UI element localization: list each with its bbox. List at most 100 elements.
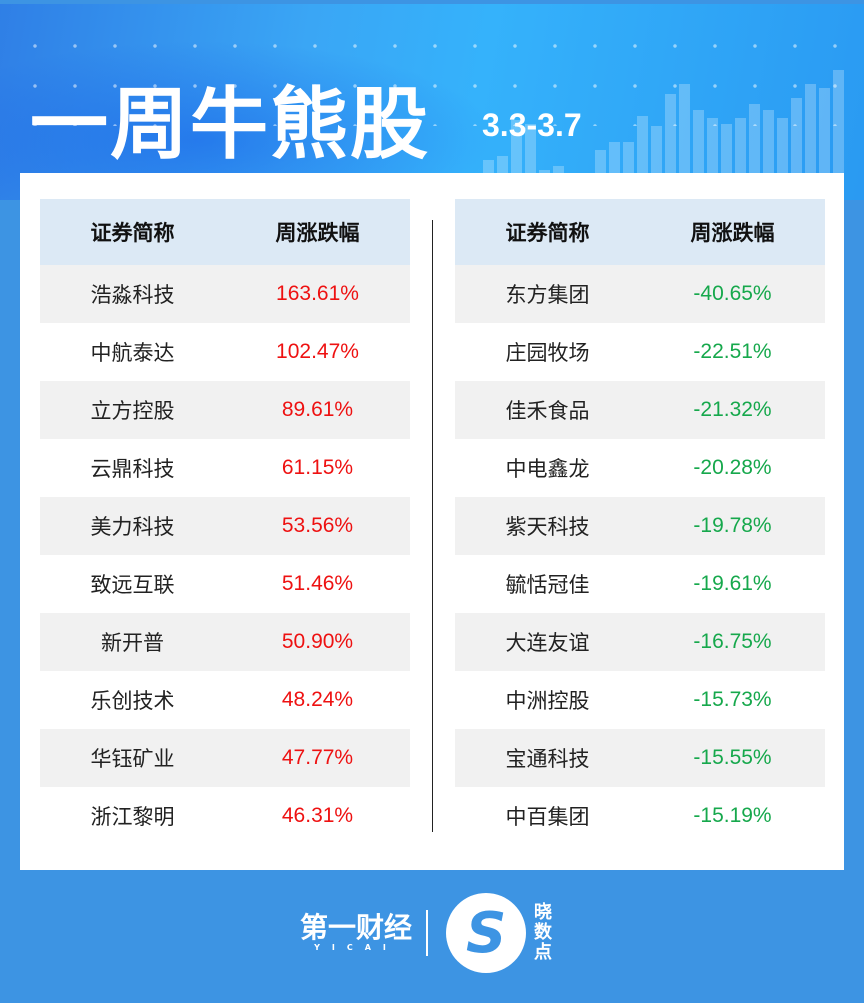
- brand-en: YICAI: [314, 943, 398, 952]
- weekly-change: 47.77%: [281, 746, 354, 769]
- stock-name: 东方集团: [505, 283, 590, 307]
- decor-bar: [595, 150, 606, 180]
- yicai-logo: 第一财经 YICAI: [300, 914, 412, 952]
- weekly-change: 53.56%: [281, 514, 354, 537]
- decor-bar: [609, 142, 620, 180]
- decor-bar: [833, 70, 844, 180]
- dot-pattern: [15, 26, 855, 126]
- decor-bar: [791, 98, 802, 180]
- column-change: 周涨跌幅: [690, 222, 775, 245]
- decor-bar: [763, 110, 774, 180]
- stock-name: 大连友谊: [505, 631, 590, 655]
- weekly-change: -15.55%: [693, 746, 772, 769]
- table-row: 华钰矿业 47.77%: [40, 729, 410, 787]
- weekly-change: -21.32%: [693, 398, 772, 421]
- table-row: 中洲控股 -15.73%: [455, 671, 825, 729]
- table-row: 宝通科技 -15.55%: [455, 729, 825, 787]
- table-header: 证券简称 周涨跌幅: [40, 199, 410, 265]
- divider: [432, 220, 433, 832]
- weekly-change: 48.24%: [281, 688, 354, 711]
- weekly-change: 89.61%: [281, 398, 354, 421]
- column-name: 证券简称: [90, 221, 175, 245]
- top-bar: [0, 0, 864, 4]
- table-row: 中百集团 -15.19%: [455, 787, 825, 845]
- stock-name: 佳禾食品: [505, 399, 590, 423]
- table-row: 乐创技术 48.24%: [40, 671, 410, 729]
- decor-bar: [679, 84, 690, 180]
- decor-bar: [665, 94, 676, 180]
- stock-name: 乐创技术: [90, 689, 175, 713]
- column-name: 证券简称: [505, 221, 590, 245]
- decor-bar: [511, 120, 522, 180]
- weekly-change: -40.65%: [693, 282, 772, 305]
- footer: 第一财经 YICAI S 晓数点: [300, 888, 554, 978]
- header-banner: 一周牛熊股 3.3-3.7: [0, 0, 864, 200]
- stock-name: 新开普: [101, 631, 164, 655]
- table-row: 新开普 50.90%: [40, 613, 410, 671]
- page-title: 一周牛熊股: [30, 80, 431, 170]
- weekly-change: 102.47%: [276, 340, 359, 363]
- stock-name: 致远互联: [90, 573, 175, 597]
- stock-name: 中航泰达: [90, 341, 175, 365]
- sub-brand: 晓数点: [534, 902, 553, 963]
- xiaoshudian-logo-icon: S: [446, 893, 527, 973]
- table-row: 东方集团 -40.65%: [455, 265, 825, 323]
- weekly-change: -19.61%: [693, 572, 772, 595]
- decor-bar: [651, 126, 662, 180]
- weekly-change: 61.15%: [281, 456, 354, 479]
- column-change: 周涨跌幅: [275, 222, 360, 245]
- decor-bar: [693, 110, 704, 180]
- bar-chart-decoration: [483, 70, 844, 180]
- table-row: 大连友谊 -16.75%: [455, 613, 825, 671]
- weekly-change: 51.46%: [281, 572, 354, 595]
- content-card: 证券简称 周涨跌幅 浩淼科技 163.61% 中航泰达 102.47% 立方控股 89.6…: [20, 173, 844, 870]
- decor-bar: [623, 142, 634, 180]
- weekly-change: 163.61%: [276, 282, 359, 305]
- bull-table: 证券简称 周涨跌幅 浩淼科技 163.61% 中航泰达 102.47% 立方控股 89.6…: [40, 199, 410, 845]
- stock-name: 云鼎科技: [90, 457, 175, 481]
- weekly-change: -16.75%: [693, 630, 772, 653]
- table-row: 浩淼科技 163.61%: [40, 265, 410, 323]
- table-header: 证券简称 周涨跌幅: [455, 199, 825, 265]
- decor-bar: [721, 124, 732, 180]
- stock-name: 毓恬冠佳: [505, 573, 590, 597]
- table-row: 中电鑫龙 -20.28%: [455, 439, 825, 497]
- weekly-change: 46.31%: [281, 804, 354, 827]
- decor-bar: [749, 104, 760, 180]
- stock-name: 紫天科技: [505, 515, 590, 539]
- decor-bar: [735, 118, 746, 180]
- decor-bar: [777, 118, 788, 180]
- table-row: 毓恬冠佳 -19.61%: [455, 555, 825, 613]
- stock-name: 宝通科技: [505, 747, 590, 771]
- decor-bar: [483, 160, 494, 180]
- weekly-change: -15.73%: [693, 688, 772, 711]
- table-row: 云鼎科技 61.15%: [40, 439, 410, 497]
- table-row: 庄园牧场 -22.51%: [455, 323, 825, 381]
- stock-name: 中百集团: [505, 805, 590, 829]
- weekly-change: -19.78%: [693, 514, 772, 537]
- date-range: 3.3-3.7: [482, 107, 582, 143]
- brand-name: 第一财经: [300, 911, 413, 944]
- table-row: 浙江黎明 46.31%: [40, 787, 410, 845]
- table-row: 佳禾食品 -21.32%: [455, 381, 825, 439]
- stock-name: 华钰矿业: [90, 747, 175, 771]
- table-row: 紫天科技 -19.78%: [455, 497, 825, 555]
- bear-table: 证券简称 周涨跌幅 东方集团 -40.65% 庄园牧场 -22.51% 佳禾食品 -21.…: [455, 199, 825, 845]
- decor-bar: [707, 118, 718, 180]
- decor-bar: [805, 84, 816, 180]
- table-row: 美力科技 53.56%: [40, 497, 410, 555]
- stock-name: 立方控股: [90, 399, 175, 423]
- table-row: 中航泰达 102.47%: [40, 323, 410, 381]
- stock-name: 浩淼科技: [90, 283, 175, 307]
- table-row: 致远互联 51.46%: [40, 555, 410, 613]
- stock-name: 庄园牧场: [505, 341, 590, 365]
- decor-bar: [819, 88, 830, 180]
- weekly-change: -22.51%: [693, 340, 772, 363]
- stock-name: 中电鑫龙: [505, 457, 590, 481]
- stock-name: 中洲控股: [505, 689, 590, 713]
- decor-bar: [497, 156, 508, 180]
- footer-divider: [426, 910, 429, 956]
- stock-name: 美力科技: [90, 515, 175, 539]
- weekly-change: 50.90%: [281, 630, 354, 653]
- decor-bar: [525, 124, 536, 180]
